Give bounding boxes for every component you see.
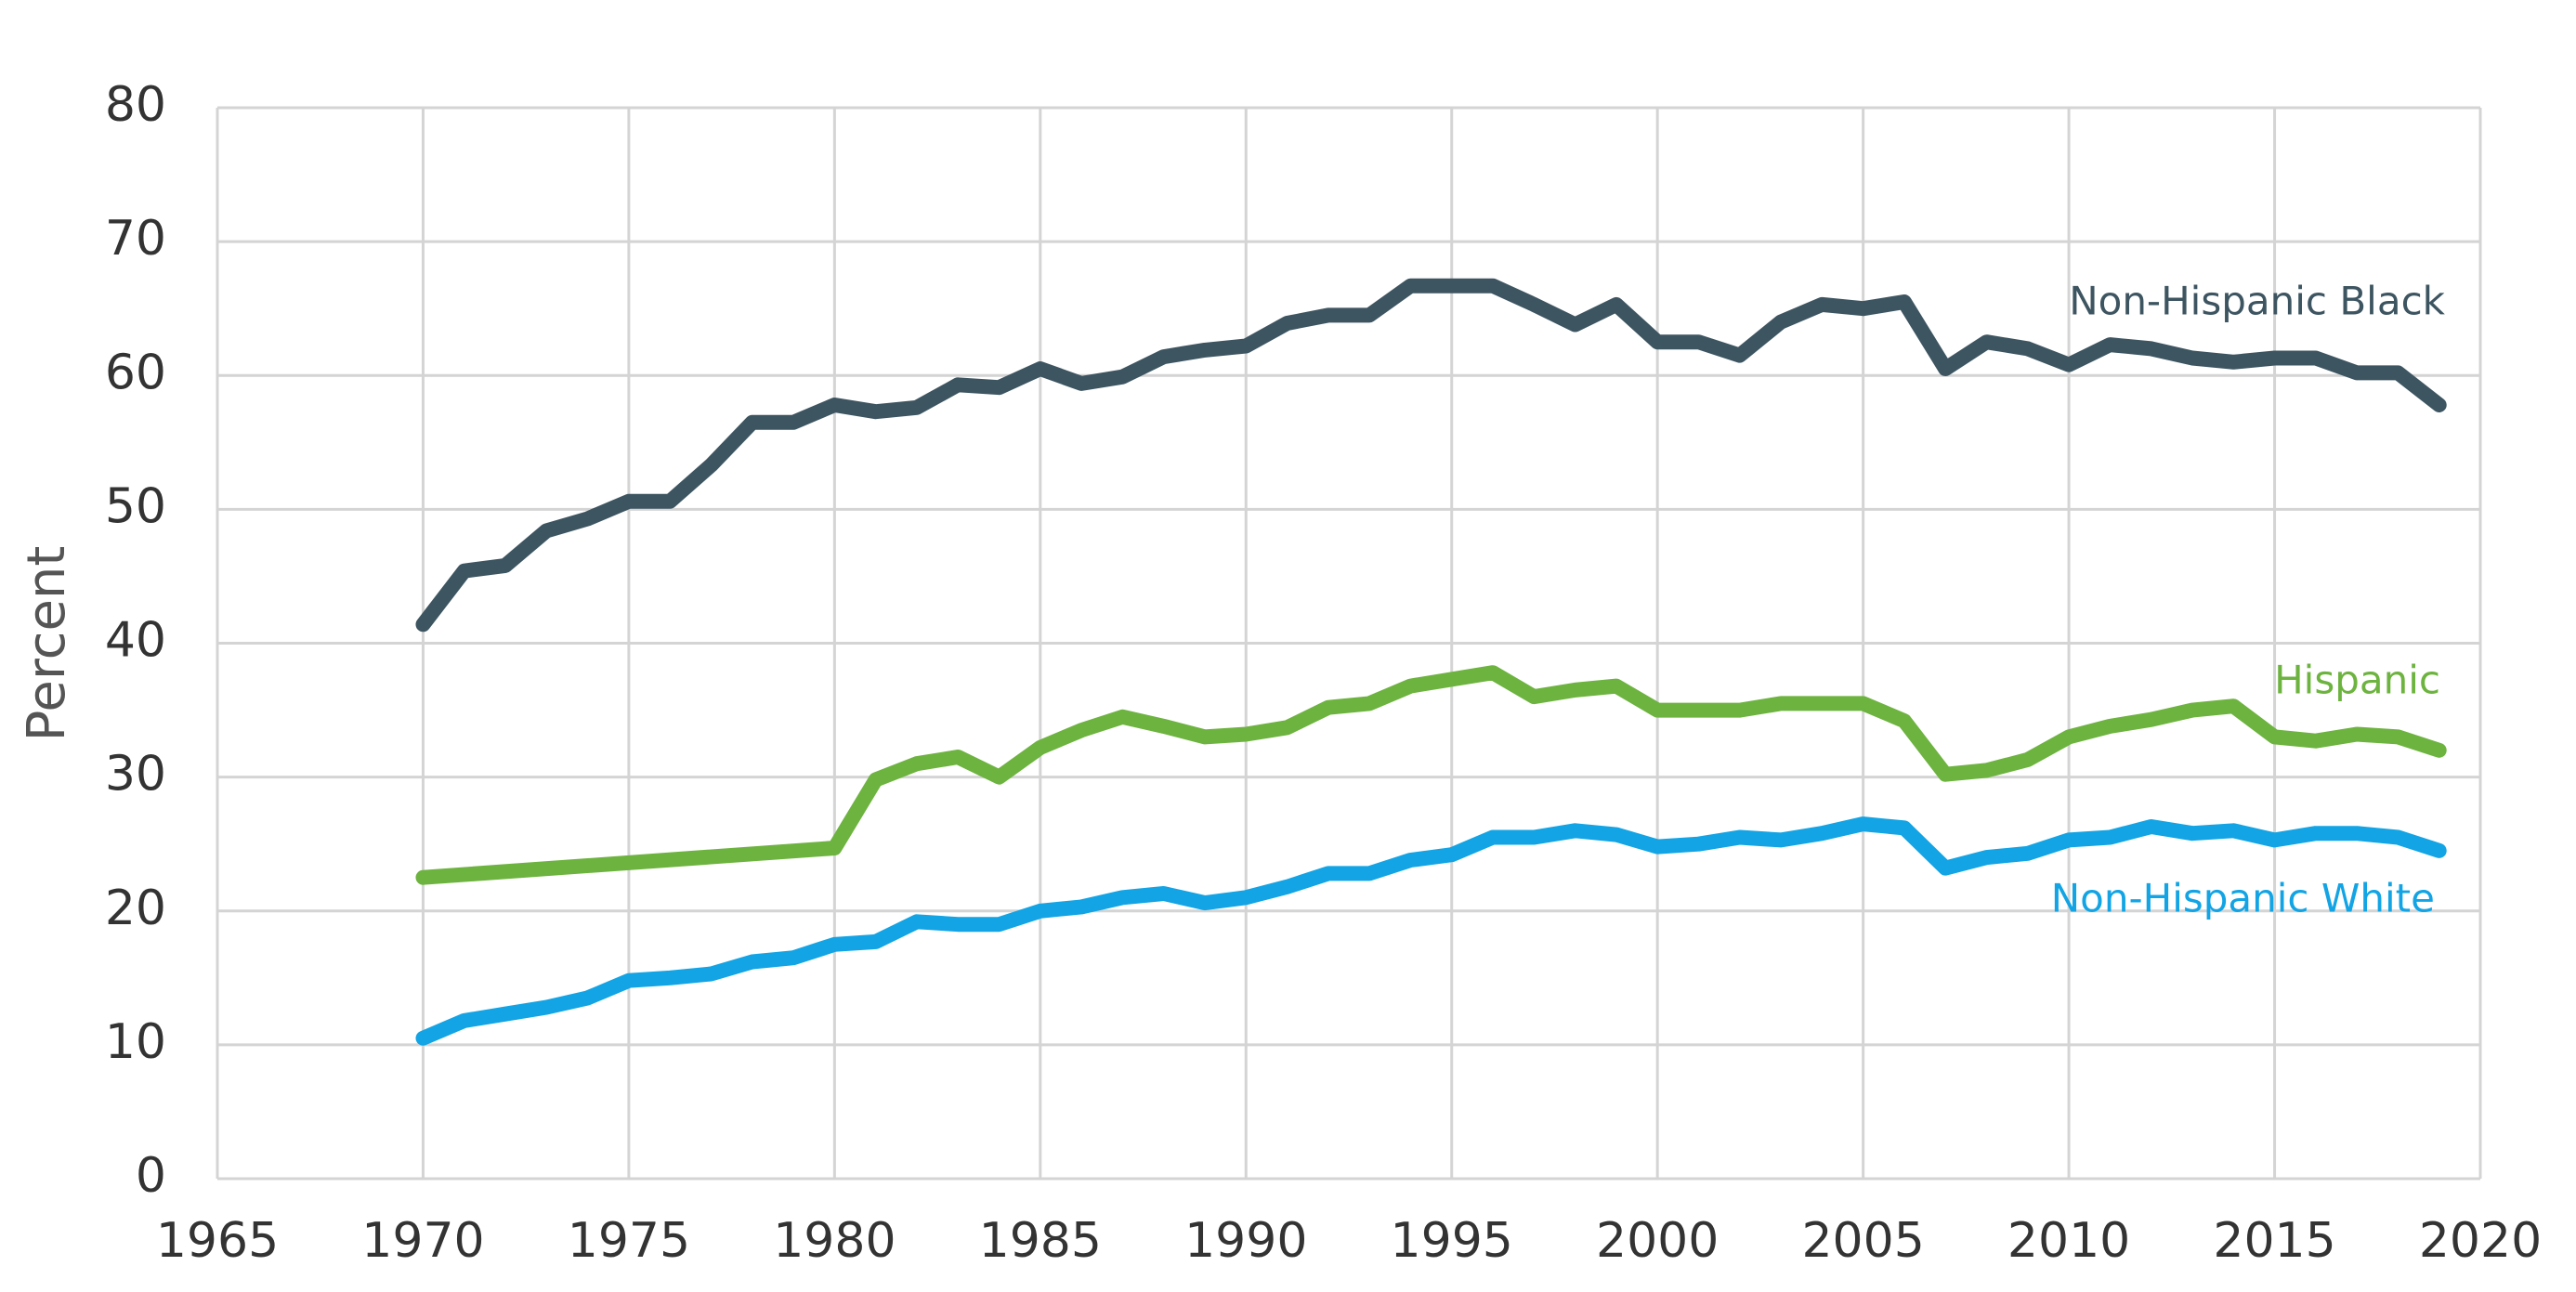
x-tick-label: 1975 bbox=[568, 1213, 690, 1269]
series-label: Non-Hispanic White bbox=[2051, 876, 2435, 921]
x-tick-label: 2020 bbox=[2419, 1213, 2542, 1269]
x-tick-label: 1990 bbox=[1184, 1213, 1307, 1269]
series-label: Hispanic bbox=[2274, 658, 2440, 703]
x-tick-label: 2015 bbox=[2213, 1213, 2335, 1269]
x-tick-label: 1970 bbox=[361, 1213, 484, 1269]
y-tick-label: 70 bbox=[105, 211, 166, 267]
line-series bbox=[415, 278, 2447, 633]
y-tick-label: 40 bbox=[105, 613, 166, 669]
y-tick-label: 0 bbox=[136, 1148, 166, 1204]
x-tick-label: 1985 bbox=[979, 1213, 1102, 1269]
x-tick-label: 2000 bbox=[1596, 1213, 1719, 1269]
y-axis-label: Percent bbox=[17, 546, 77, 742]
x-tick-label: 2010 bbox=[2007, 1213, 2130, 1269]
y-tick-label: 20 bbox=[105, 881, 166, 936]
line-series bbox=[415, 665, 2447, 885]
y-tick-label: 50 bbox=[105, 478, 166, 534]
y-tick-label: 30 bbox=[105, 747, 166, 803]
y-tick-label: 80 bbox=[105, 77, 166, 133]
series-label: Non-Hispanic Black bbox=[2069, 279, 2445, 324]
y-tick-label: 60 bbox=[105, 345, 166, 400]
x-tick-label: 1995 bbox=[1391, 1213, 1513, 1269]
x-tick-label: 1965 bbox=[156, 1213, 279, 1269]
x-tick-label: 1980 bbox=[773, 1213, 896, 1269]
line-series bbox=[415, 816, 2447, 1046]
y-tick-label: 10 bbox=[105, 1014, 166, 1070]
x-tick-label: 2005 bbox=[1801, 1213, 1924, 1269]
